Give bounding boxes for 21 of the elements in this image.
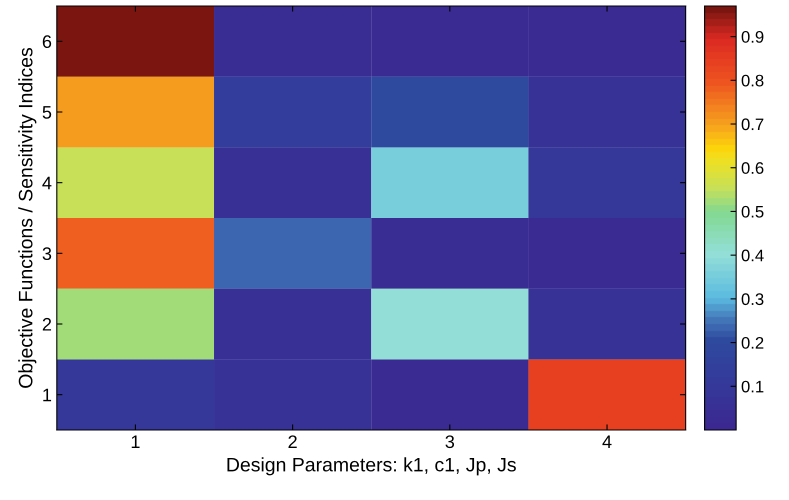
color-bar-label: 0.7	[742, 118, 764, 130]
color-bar-label: 0.3	[742, 293, 764, 306]
color-bar-label: 0.9	[742, 31, 764, 43]
y-tick-label: 1	[43, 388, 52, 402]
y-tick-label: 2	[42, 318, 52, 331]
x-axis-title: Design Parameters: k1, c1, Jp, Js	[227, 457, 516, 476]
x-tick-label: 1	[132, 436, 140, 448]
color-bar-label: 0.5	[742, 206, 764, 218]
x-tick-label: 3	[445, 435, 454, 448]
y-tick-label: 6	[42, 35, 52, 48]
x-tick-label: 4	[602, 436, 612, 448]
y-axis-title: Objective Functions / Sensitivity Indices	[18, 48, 36, 388]
color-bar-label: 0.6	[742, 162, 764, 174]
y-tick-label: 5	[42, 106, 52, 119]
color-bar-label: 0.8	[742, 74, 764, 87]
color-bar-label: 0.4	[742, 250, 764, 262]
color-bar-label: 0.2	[742, 336, 764, 349]
color-bar-label: 0.1	[742, 380, 764, 392]
y-tick-label: 4	[42, 176, 52, 190]
y-tick-label: 3	[42, 247, 52, 260]
x-tick-label: 2	[288, 435, 297, 448]
